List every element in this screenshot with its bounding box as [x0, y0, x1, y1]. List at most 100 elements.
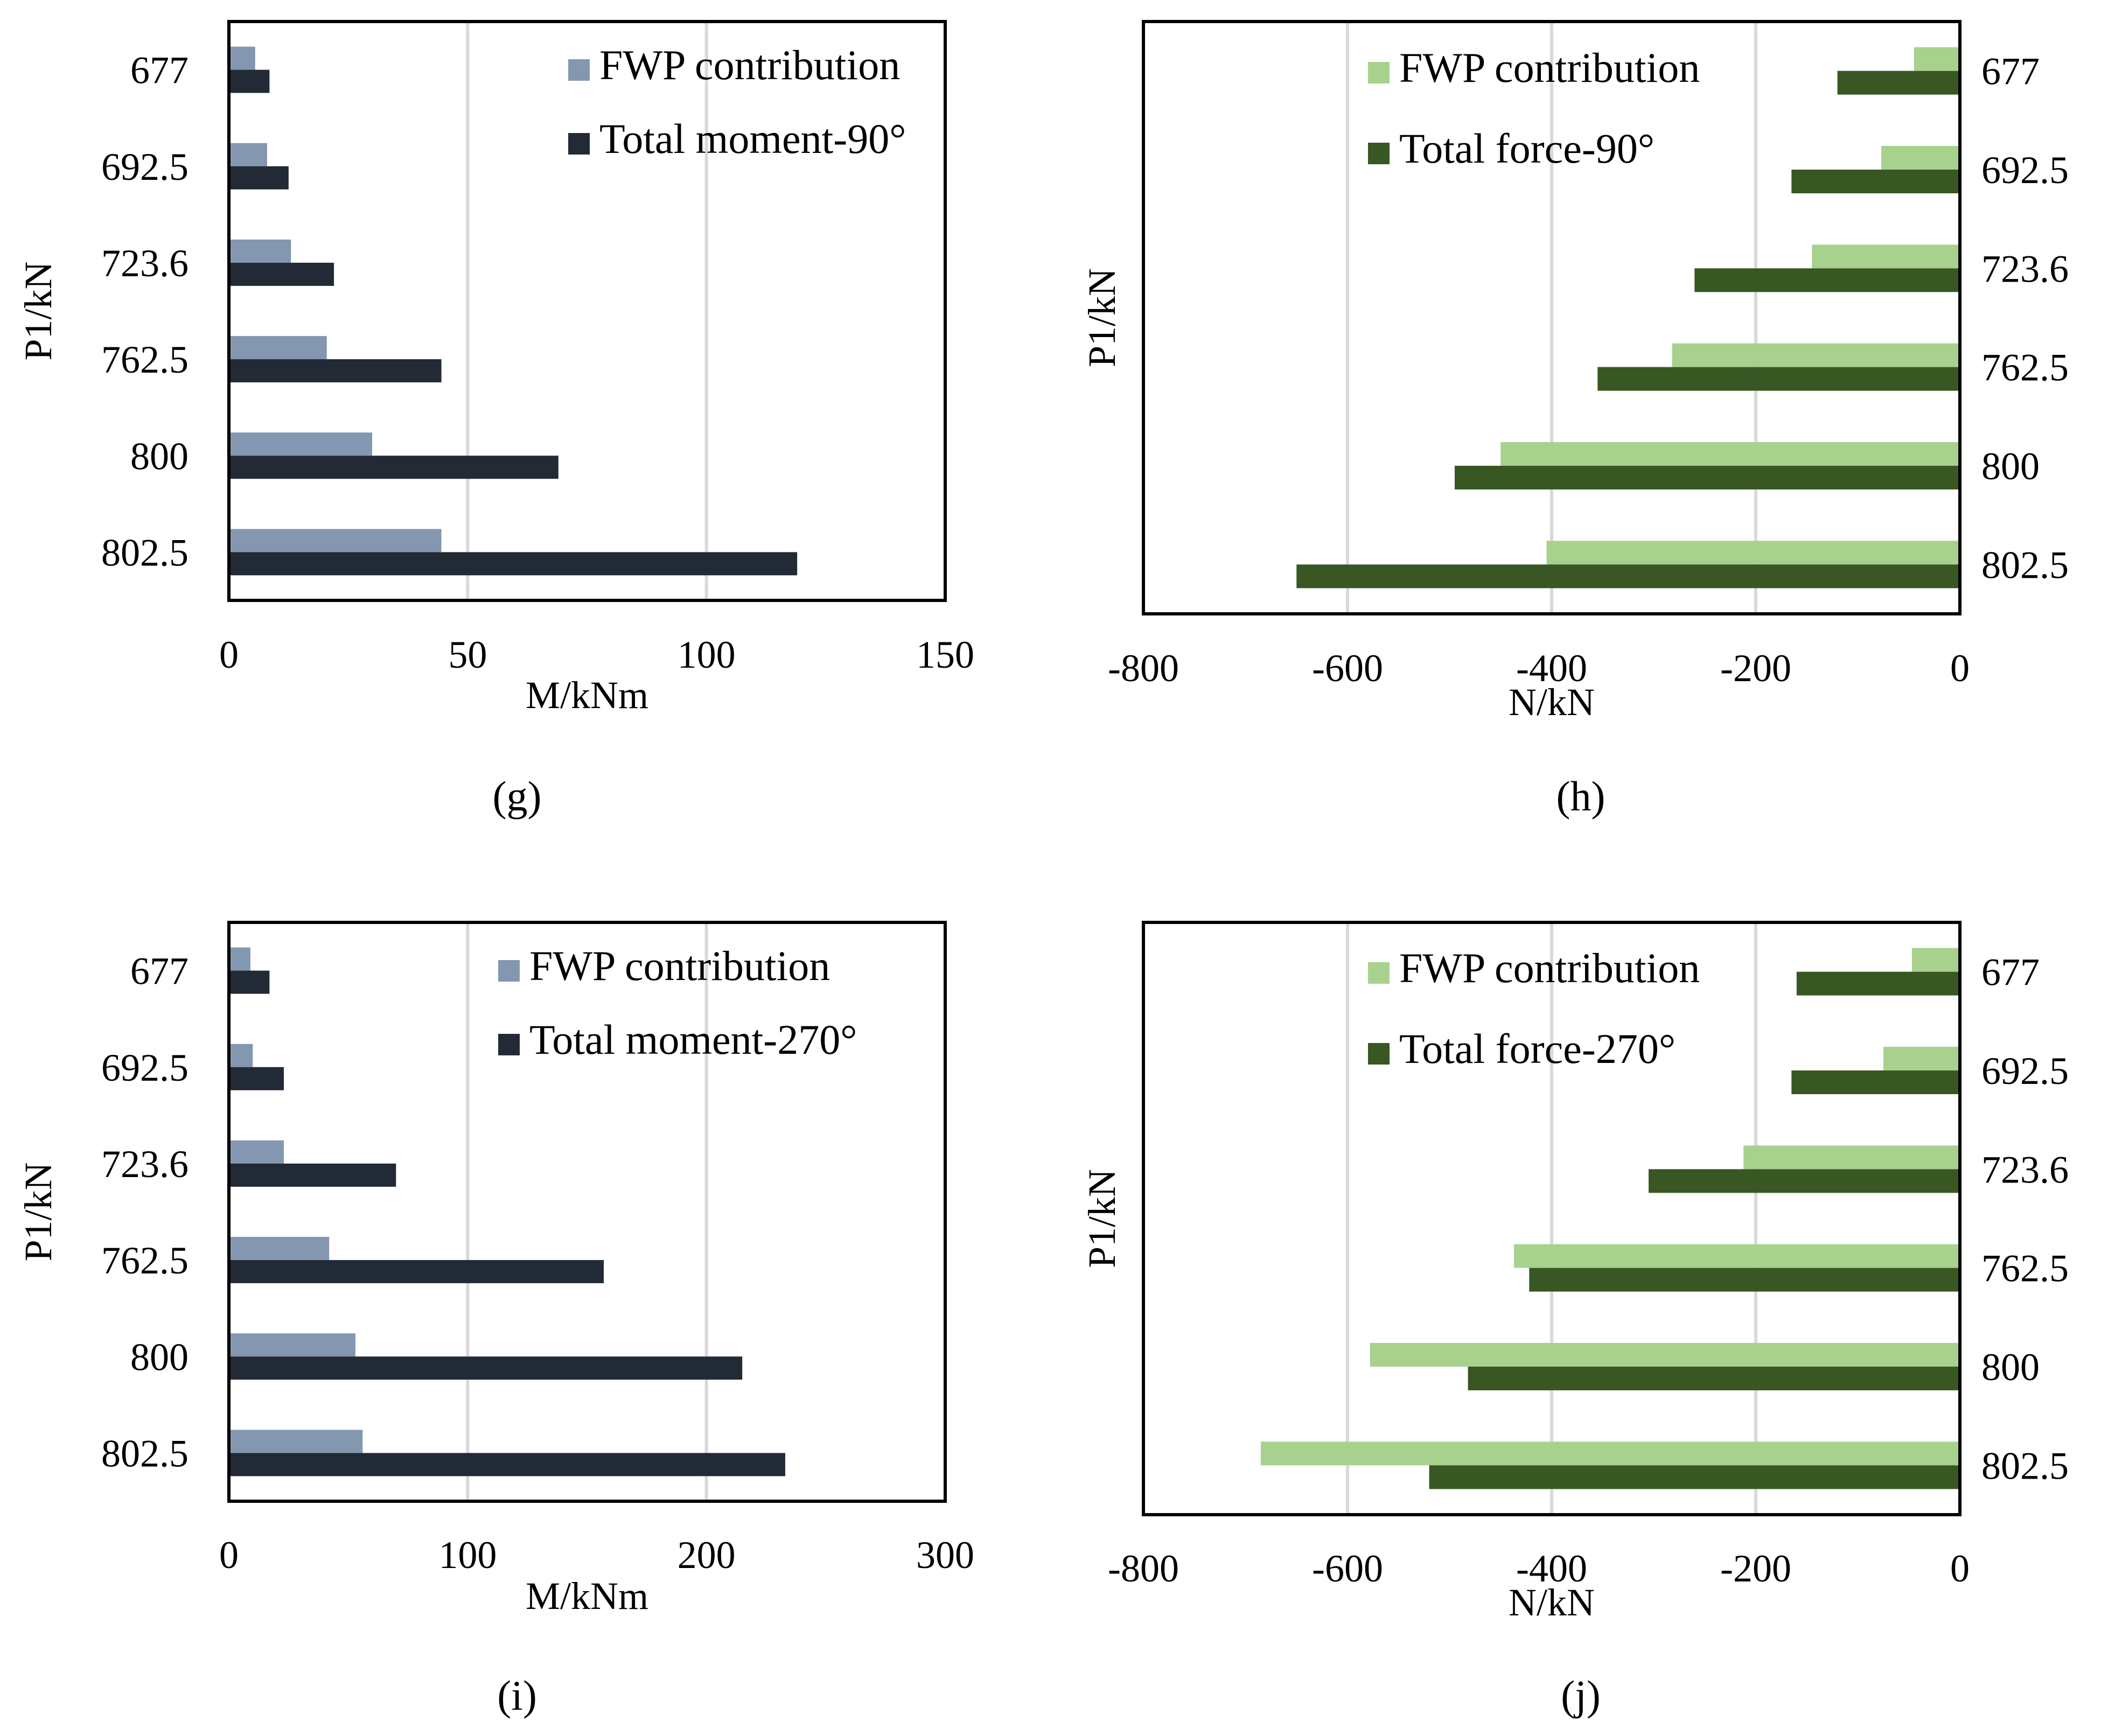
legend-swatch [1368, 62, 1390, 83]
legend-label: Total moment-90° [599, 115, 906, 162]
fwp-bar-677 [1911, 948, 1960, 972]
x-tick-label: 100 [678, 633, 736, 676]
x-tick-label: 0 [1950, 1547, 1970, 1590]
legend-swatch [1368, 1043, 1390, 1065]
y-tick-label: 802.5 [1981, 543, 2069, 586]
legend-swatch [568, 133, 590, 155]
total-bar-677 [229, 69, 270, 93]
total-bar-677 [1837, 71, 1960, 95]
fwp-bar-800 [1500, 442, 1960, 466]
y-axis-title: P1/kN [1080, 1169, 1123, 1268]
total-bar-762.5 [229, 359, 442, 383]
x-tick-label: -600 [1312, 1547, 1383, 1590]
y-tick-label: 723.6 [101, 1143, 189, 1186]
y-tick-label: 677 [1981, 50, 2040, 93]
legend-swatch [498, 960, 520, 982]
y-tick-label: 677 [1981, 951, 2040, 994]
y-tick-label: 692.5 [101, 145, 189, 188]
x-tick-label: -800 [1108, 1547, 1179, 1590]
total-bar-692.5 [229, 166, 289, 190]
fwp-bar-800 [1370, 1343, 1960, 1367]
chart-g: 677 692.5 723.6 762.5 800 802.5 0 50 100 150 M/kNm… [17, 20, 974, 820]
y-tick-label: 802.5 [101, 1432, 189, 1475]
x-tick-label: -200 [1720, 647, 1791, 690]
fwp-bar-723.6 [229, 239, 291, 263]
y-tick-label: 723.6 [1981, 1148, 2069, 1191]
x-tick-label: -800 [1108, 647, 1179, 690]
legend-label: FWP contribution [529, 942, 830, 989]
total-bar-723.6 [229, 262, 334, 286]
fwp-bar-800 [229, 432, 372, 456]
fwp-bar-800 [229, 1333, 355, 1357]
x-tick-label: 0 [219, 1534, 239, 1577]
y-tick-label: 723.6 [101, 242, 189, 285]
total-bar-800 [229, 1356, 743, 1380]
total-bar-677 [229, 970, 270, 994]
x-tick-label: 100 [438, 1534, 497, 1577]
y-tick-label: 692.5 [1981, 1049, 2069, 1093]
y-tick-label: 677 [130, 950, 189, 993]
total-bar-692.5 [1791, 170, 1960, 193]
fwp-bar-723.6 [1812, 244, 1960, 269]
fwp-bar-762.5 [229, 336, 327, 360]
fwp-bar-762.5 [1513, 1244, 1960, 1268]
total-bar-677 [1796, 971, 1960, 996]
chart-j: 677 692.5 723.6 762.5 800 802.5 -800 -600 -400 -2… [1080, 921, 2069, 1719]
total-bar-800 [229, 456, 559, 479]
plot-frame [227, 921, 947, 1503]
x-tick-label: -400 [1516, 647, 1587, 690]
fwp-bar-762.5 [229, 1237, 330, 1261]
legend-swatch [1368, 143, 1390, 164]
total-bar-723.6 [1649, 1169, 1960, 1193]
total-bar-800 [1454, 466, 1960, 489]
x-tick-label: 300 [916, 1534, 974, 1577]
fwp-bar-677 [229, 947, 250, 971]
legend-label: Total moment-270° [529, 1016, 857, 1063]
legend-swatch [568, 59, 590, 81]
y-axis-title: P1/kN [17, 1162, 60, 1261]
fwp-bar-692.5 [1881, 146, 1960, 170]
total-bar-692.5 [229, 1067, 284, 1090]
x-tick-label: 0 [219, 633, 239, 676]
total-bar-762.5 [229, 1260, 604, 1284]
legend-swatch [498, 1034, 520, 1055]
fwp-bar-723.6 [229, 1140, 284, 1164]
chart-i: 677 692.5 723.6 762.5 800 802.5 0 100 200 300 M/kN… [17, 921, 974, 1719]
total-bar-723.6 [1694, 268, 1960, 292]
legend-label: FWP contribution [599, 41, 900, 88]
legend-swatch [1368, 962, 1390, 984]
plot-frame [1142, 921, 1962, 1516]
x-tick-label: 200 [678, 1534, 736, 1577]
x-tick-label: -200 [1720, 1547, 1791, 1590]
y-tick-label: 762.5 [101, 1239, 189, 1282]
plot-frame [1142, 20, 1962, 615]
y-tick-label: 800 [130, 435, 189, 478]
legend-label: FWP contribution [1399, 944, 1700, 991]
legend-label: Total force-270° [1399, 1025, 1676, 1072]
x-tick-label: -600 [1312, 647, 1383, 690]
fwp-bar-762.5 [1672, 343, 1960, 367]
y-tick-label: 762.5 [101, 338, 189, 381]
x-axis-title: N/kN [1509, 1581, 1595, 1624]
x-tick-label: -400 [1516, 1547, 1587, 1590]
x-tick-label: 150 [916, 633, 974, 676]
panel-caption: (j) [1561, 1672, 1601, 1719]
fwp-bar-802.5 [229, 1430, 363, 1453]
fwp-bar-692.5 [1883, 1047, 1960, 1070]
x-tick-label: 0 [1950, 647, 1970, 690]
y-tick-label: 692.5 [1981, 149, 2069, 192]
y-tick-label: 677 [130, 49, 189, 92]
fwp-bar-802.5 [1260, 1441, 1960, 1466]
x-tick-label: 50 [448, 633, 487, 676]
y-tick-label: 762.5 [1981, 346, 2069, 389]
fwp-bar-692.5 [229, 1044, 253, 1067]
plot-frame [227, 20, 947, 602]
fwp-bar-677 [1914, 47, 1960, 71]
y-tick-label: 802.5 [1981, 1444, 2069, 1487]
y-tick-label: 723.6 [1981, 247, 2069, 290]
total-bar-762.5 [1597, 367, 1960, 391]
fwp-bar-677 [229, 46, 255, 70]
total-bar-723.6 [229, 1163, 396, 1187]
panel-caption: (h) [1556, 773, 1606, 820]
